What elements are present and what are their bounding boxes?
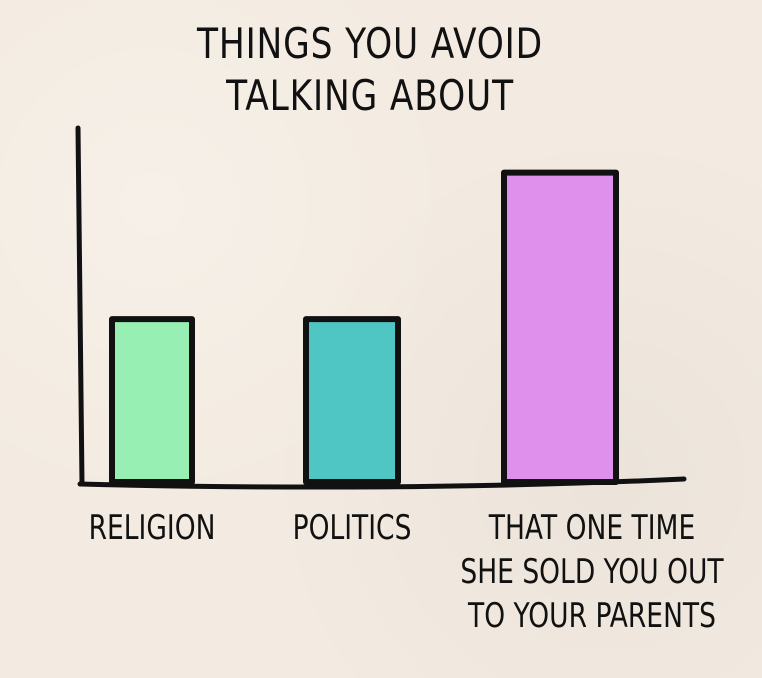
chart-title-line: THINGS YOU AVOID bbox=[197, 19, 543, 68]
chart-title: THINGS YOU AVOID TALKING ABOUT bbox=[181, 18, 558, 122]
category-label-2: THAT ONE TIME SHE SOLD YOU OUT TO YOUR P… bbox=[460, 508, 724, 636]
bar-0 bbox=[109, 316, 195, 485]
category-label-0: RELIGION bbox=[88, 508, 216, 548]
x-axis-line bbox=[77, 476, 687, 490]
axes-group bbox=[75, 125, 687, 490]
y-axis-line bbox=[75, 125, 85, 487]
bar-2 bbox=[501, 169, 619, 485]
chart-title-line: TALKING ABOUT bbox=[226, 71, 514, 120]
bars-group bbox=[109, 169, 619, 485]
category-label-1: POLITICS bbox=[292, 508, 412, 548]
bar-1 bbox=[303, 316, 401, 485]
